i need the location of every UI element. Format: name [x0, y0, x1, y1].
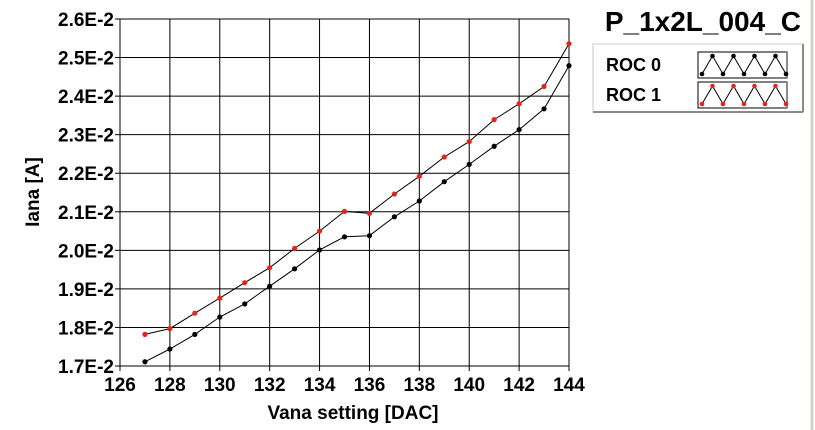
- data-point: [267, 283, 273, 289]
- legend-swatch-point: [752, 83, 757, 89]
- x-tick-label: 144: [553, 375, 585, 396]
- x-tick-label: 132: [254, 375, 286, 396]
- data-point: [292, 245, 298, 252]
- x-tick-label: 130: [204, 375, 236, 396]
- data-point: [366, 210, 373, 216]
- legend-swatch-point: [731, 53, 736, 59]
- y-tick-label: 2.0E-2: [58, 241, 114, 262]
- data-point: [416, 173, 422, 179]
- x-tick-label: 142: [503, 375, 535, 396]
- legend-swatch-point: [762, 101, 768, 107]
- plot-border: [119, 18, 570, 367]
- data-point: [566, 63, 572, 69]
- data-point: [316, 228, 323, 234]
- legend-swatch-point: [710, 83, 715, 89]
- legend-swatch-point: [762, 71, 768, 77]
- data-point: [391, 214, 397, 220]
- data-point: [441, 154, 447, 160]
- data-point: [217, 295, 223, 301]
- data-point: [466, 161, 472, 167]
- y-tick-label: 2.2E-2: [58, 164, 114, 185]
- data-point: [142, 359, 148, 365]
- data-point: [316, 247, 323, 253]
- y-tick-label: 2.1E-2: [58, 203, 114, 224]
- x-axis: 126 128 130 132 134 136 138 140 142 144: [104, 366, 585, 396]
- series-line: [144, 43, 570, 335]
- legend-items: ROC 0 ROC 1: [606, 51, 789, 109]
- legend-label: ROC 1: [606, 85, 661, 105]
- y-tick-label: 1.7E-2: [58, 357, 114, 378]
- plot-background: [120, 19, 569, 366]
- x-tick-label: 126: [104, 375, 136, 396]
- data-point: [242, 280, 248, 286]
- legend-swatch-point: [741, 71, 747, 77]
- series-roc-0: [142, 63, 572, 365]
- legend-swatch-point: [783, 71, 789, 77]
- data-point: [366, 233, 373, 239]
- legend-swatch-point: [752, 53, 757, 59]
- y-tick-label: 2.3E-2: [58, 126, 114, 147]
- legend-swatch-point: [741, 101, 747, 107]
- y-tick-label: 2.5E-2: [58, 49, 114, 70]
- data-point: [516, 101, 522, 107]
- y-axis: 1.7E-2 1.8E-2 1.9E-2 2.0E-2 2.1E-2 2.2E-2 2.3E…: [58, 10, 120, 378]
- data-point: [541, 83, 547, 90]
- data-point: [167, 326, 173, 332]
- legend-swatch-point: [783, 101, 789, 107]
- data-point: [142, 331, 148, 337]
- data-point: [491, 117, 497, 123]
- data-point: [416, 198, 422, 204]
- data-point: [292, 266, 298, 272]
- data-point: [466, 139, 472, 145]
- data-point: [441, 179, 447, 185]
- chart-title: P_1x2L_004_C: [605, 6, 801, 37]
- data-point: [192, 310, 198, 316]
- data-point: [167, 346, 173, 352]
- series-roc-1: [142, 41, 572, 337]
- legend-swatch-point: [699, 71, 705, 77]
- data-point: [341, 208, 348, 214]
- data-point: [566, 41, 572, 47]
- data-point: [217, 314, 223, 320]
- y-axis-title: Iana [A]: [23, 157, 44, 227]
- legend-swatch-point: [731, 83, 736, 89]
- x-tick-label: 136: [354, 375, 386, 396]
- x-tick-label: 138: [403, 375, 435, 396]
- series-layer: [142, 41, 572, 365]
- data-point: [192, 331, 198, 337]
- x-tick-label: 128: [154, 375, 186, 396]
- legend: ROC 0 ROC 1: [592, 43, 804, 113]
- data-point: [242, 301, 248, 307]
- legend-swatch-point: [699, 101, 705, 107]
- series-line: [144, 65, 570, 363]
- data-point: [491, 143, 497, 149]
- legend-swatch-point: [773, 83, 778, 89]
- y-tick-label: 2.6E-2: [58, 10, 114, 31]
- legend-swatch-point: [710, 53, 715, 59]
- y-tick-label: 1.9E-2: [58, 280, 114, 301]
- x-tick-label: 134: [304, 375, 336, 396]
- x-axis-title: Vana setting [DAC]: [267, 403, 438, 424]
- legend-swatch-point: [720, 71, 726, 77]
- y-tick-label: 1.8E-2: [58, 318, 114, 339]
- plot-area: [119, 18, 572, 367]
- data-point: [341, 234, 348, 240]
- data-point: [516, 127, 522, 133]
- data-point: [541, 106, 547, 112]
- y-tick-label: 2.4E-2: [58, 87, 114, 108]
- legend-label: ROC 0: [606, 55, 661, 75]
- data-point: [391, 191, 397, 197]
- data-point: [267, 265, 273, 271]
- x-tick-label: 140: [453, 375, 485, 396]
- legend-swatch-point: [720, 101, 726, 107]
- legend-swatch-point: [773, 53, 778, 59]
